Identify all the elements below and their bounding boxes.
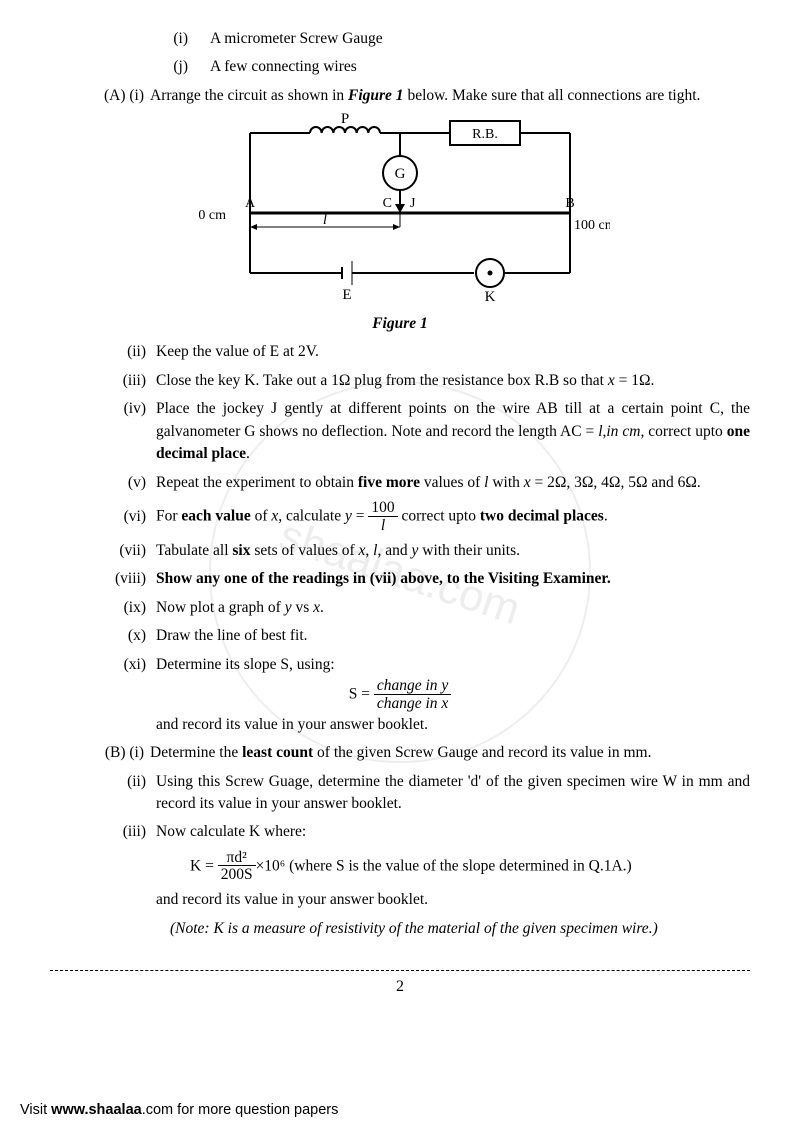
page-number: 2 xyxy=(50,975,750,998)
item-i-text: A micrometer Screw Gauge xyxy=(188,28,750,50)
page-separator xyxy=(50,970,750,971)
figure-caption: Figure 1 xyxy=(50,313,750,335)
svg-text:C: C xyxy=(383,196,392,211)
figure-1: P R.B. G A 0 cm B100 cm C Jl E K xyxy=(50,113,750,310)
item-j: (j) A few connecting wires xyxy=(50,56,750,78)
A-v: (v) Repeat the experiment to obtain five… xyxy=(50,472,750,494)
svg-text:R.B.: R.B. xyxy=(472,127,498,142)
svg-text:E: E xyxy=(342,287,351,303)
svg-text:100 cm: 100 cm xyxy=(574,218,610,233)
B-iii-note: (Note: K is a measure of resistivity of … xyxy=(50,918,750,940)
item-i-label: (i) xyxy=(50,28,188,50)
A-i-label: (A) (i) xyxy=(50,85,144,107)
A-x: (x) Draw the line of best fit. xyxy=(50,625,750,647)
B-iii-formula: K = πd² 200S ×10⁶ (where S is the value … xyxy=(50,850,750,884)
A-ix: (ix) Now plot a graph of y vs x. xyxy=(50,597,750,619)
A-xi: (xi) Determine its slope S, using: xyxy=(50,654,750,676)
A-ii: (ii) Keep the value of E at 2V. xyxy=(50,341,750,363)
circuit-diagram: P R.B. G A 0 cm B100 cm C Jl E K xyxy=(190,113,610,303)
B-i: (B) (i) Determine the least count of the… xyxy=(50,742,750,764)
svg-text:l: l xyxy=(323,212,327,228)
item-j-label: (j) xyxy=(50,56,188,78)
footer-text: Visit www.shaalaa.com for more question … xyxy=(20,1102,338,1118)
A-iii: (iii) Close the key K. Take out a 1Ω plu… xyxy=(50,370,750,392)
svg-text:P: P xyxy=(341,113,349,127)
B-iii-tail: and record its value in your answer book… xyxy=(50,889,750,911)
svg-text:B: B xyxy=(565,196,574,211)
svg-text:J: J xyxy=(410,196,416,211)
B-ii: (ii) Using this Screw Guage, determine t… xyxy=(50,771,750,816)
A-xi-formula: S = change in y change in x xyxy=(50,678,750,712)
B-iii: (iii) Now calculate K where: xyxy=(50,821,750,843)
item-i: (i) A micrometer Screw Gauge xyxy=(50,28,750,50)
svg-text:0 cm: 0 cm xyxy=(198,208,226,223)
A-viii: (viii) Show any one of the readings in (… xyxy=(50,568,750,590)
svg-text:A: A xyxy=(245,196,256,211)
item-j-text: A few connecting wires xyxy=(188,56,750,78)
A-vi: (vi) For each value of x, calculate y = … xyxy=(50,500,750,534)
A-xi-tail: and record its value in your answer book… xyxy=(50,714,750,736)
A-i: (A) (i) Arrange the circuit as shown in … xyxy=(50,85,750,107)
A-vii: (vii) Tabulate all six sets of values of… xyxy=(50,540,750,562)
svg-text:K: K xyxy=(485,289,496,303)
svg-text:G: G xyxy=(395,166,406,182)
A-iv: (iv) Place the jockey J gently at differ… xyxy=(50,398,750,465)
A-i-text: Arrange the circuit as shown in Figure 1… xyxy=(144,85,750,107)
